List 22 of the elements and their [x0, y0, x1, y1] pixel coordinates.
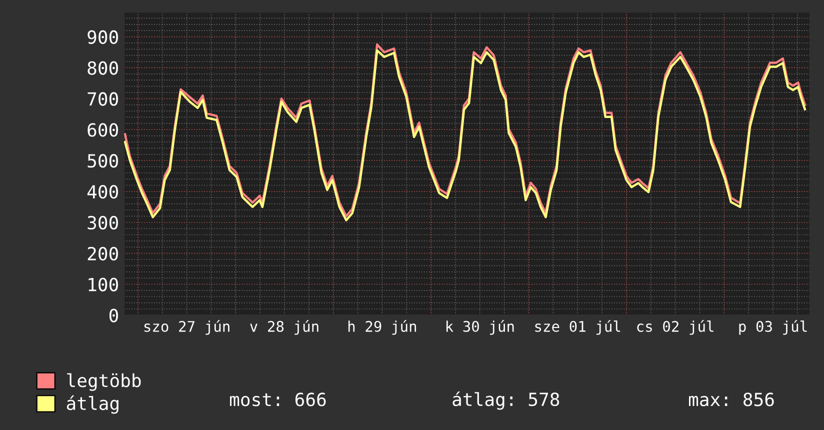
x-tick-label: szo 27 jún	[144, 320, 230, 335]
y-tick-label: 0	[109, 308, 118, 322]
x-tick-label: k 30 jún	[446, 320, 514, 335]
x-tick-label: p 03 júl	[739, 320, 807, 335]
y-tick-label: 800	[88, 61, 118, 75]
y-tick-label: 400	[87, 184, 118, 199]
y-tick-label: 900	[88, 30, 118, 44]
text: max: 856	[689, 392, 774, 406]
legend-label: legtöbb	[67, 373, 141, 391]
text: átlag: 578	[452, 391, 560, 410]
x-tick-label: sze 01 júl	[535, 320, 620, 335]
y-tick-label: 700	[88, 92, 118, 106]
y-tick-label: 500	[88, 154, 118, 168]
text: most: 666	[230, 392, 326, 406]
y-tick-label: 600	[88, 123, 118, 137]
y-tick-label: 100	[88, 278, 118, 292]
x-tick-label: h 29 jún	[348, 320, 416, 335]
y-tick-label: 300	[88, 216, 118, 230]
x-tick-label: cs 02 júl	[637, 320, 714, 335]
x-tick-label: v 28 jún	[250, 320, 318, 335]
y-tick-label: 200	[88, 246, 118, 260]
legend-label: átlag	[66, 395, 118, 414]
